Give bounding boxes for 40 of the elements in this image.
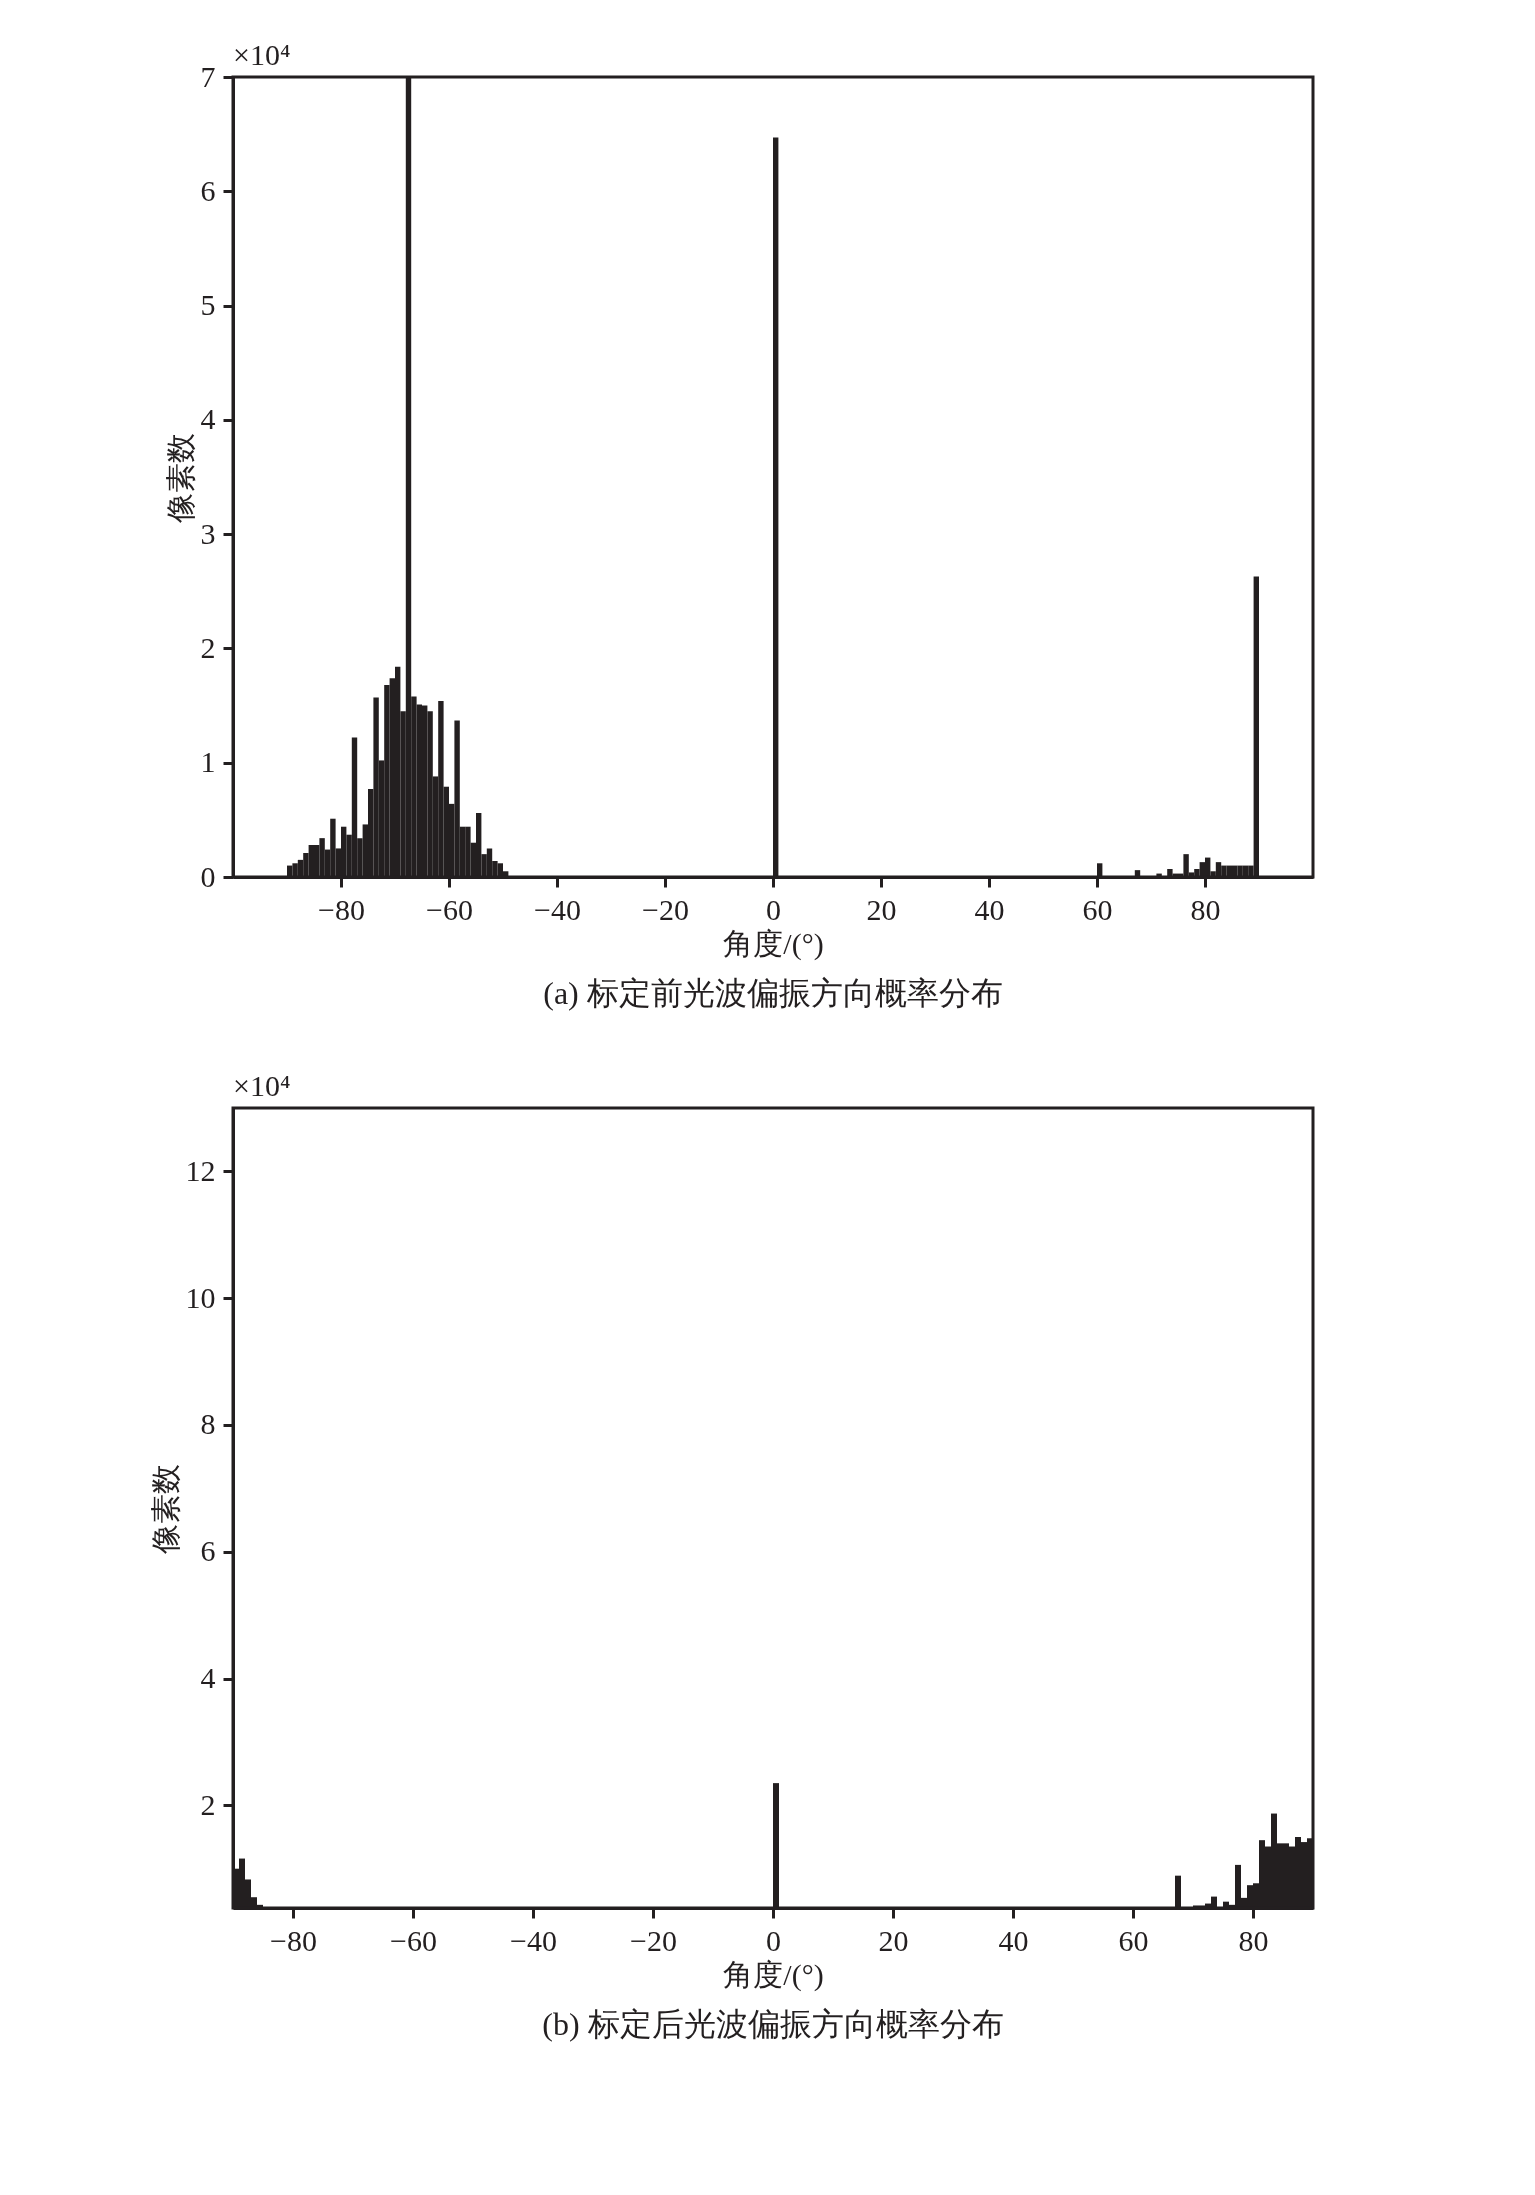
x-tick-label: 0 [766,892,781,926]
y-axis-title: 像素数 [163,432,197,523]
x-tick-label: 20 [878,1923,909,1957]
x-tick-label: 40 [998,1923,1029,1957]
x-tick-label: 20 [866,892,897,926]
x-tick-label: −60 [426,892,473,926]
y-tick-label: 5 [200,288,216,322]
x-tick-label: −80 [270,1923,317,1957]
text: (a) 标定前光波偏振方向概率分布 [543,975,1003,1011]
x-tick-label: 60 [1118,1923,1149,1957]
y-tick-label: 12 [185,1153,216,1187]
x-tick-label: 80 [1190,892,1221,926]
x-tick-label: 80 [1238,1923,1269,1957]
x-axis-title: 角度/(°) [723,1957,824,1992]
x-tick-label: −20 [642,892,689,926]
x-tick-label: −80 [318,892,365,926]
x-tick-label: −40 [510,1923,557,1957]
x-tick-label: −60 [390,1923,437,1957]
y-tick-label: 10 [185,1280,216,1314]
x-tick-label: −40 [534,892,581,926]
y-tick-label: 6 [200,1534,216,1568]
text: ×10⁴ [233,38,291,71]
text: (b) 标定后光波偏振方向概率分布 [542,2006,1004,2042]
y-tick-label: 7 [200,59,216,93]
y-tick-label: 4 [200,1661,216,1695]
x-tick-label: 40 [974,892,1005,926]
y-tick-label: 2 [200,1787,216,1821]
y-tick-label: 0 [200,859,216,893]
y-axis-title: 像素数 [148,1463,182,1554]
x-tick-label: −20 [630,1923,677,1957]
y-tick-label: 1 [200,745,216,779]
x-axis-title: 角度/(°) [723,926,824,961]
x-tick-label: 0 [766,1923,781,1957]
y-tick-label: 2 [200,630,216,664]
y-tick-label: 8 [200,1407,216,1441]
x-tick-label: 60 [1082,892,1113,926]
text: ×10⁴ [233,1069,291,1102]
y-tick-label: 3 [200,516,216,550]
y-tick-label: 4 [200,402,216,436]
y-tick-label: 6 [200,173,216,207]
